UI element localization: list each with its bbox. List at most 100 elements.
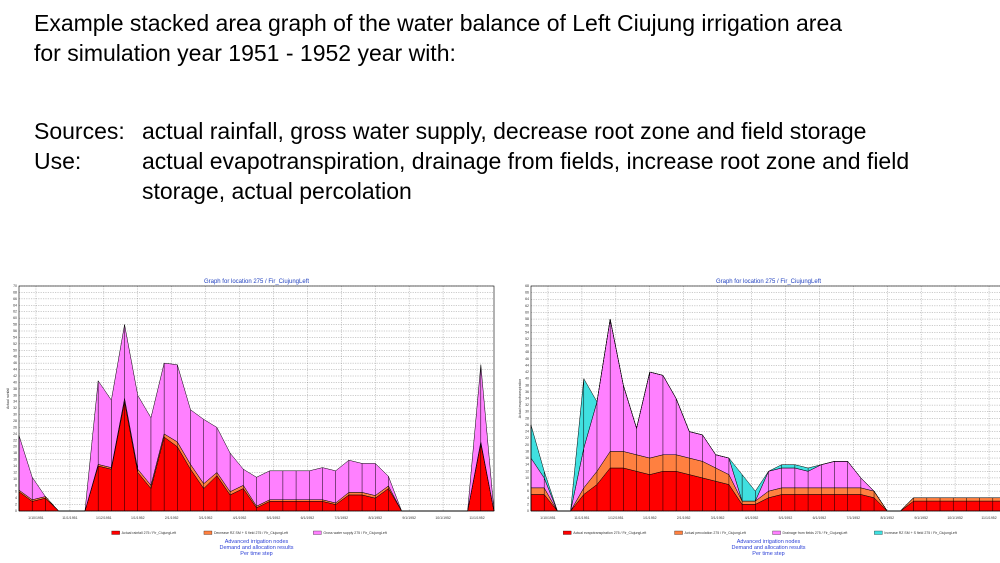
x-tick-label: 1/1/1952 — [643, 516, 657, 520]
time-step-lines — [530, 319, 994, 511]
y-tick-label: 12 — [525, 469, 529, 473]
y-tick-label: 10 — [525, 476, 529, 480]
x-tick-label: 2/1/1952 — [677, 516, 691, 520]
y-tick-label: 44 — [525, 363, 529, 367]
bullet-label: Sources: — [34, 118, 125, 144]
chart-svg: Graph for location 275 / Fir_CiujungLeft… — [518, 279, 1000, 557]
y-tick-label: 40 — [13, 380, 17, 384]
y-tick-label: 18 — [13, 451, 17, 455]
y-tick-label: 6 — [527, 489, 529, 493]
y-tick-label: 62 — [525, 304, 529, 308]
slide-heading: Example stacked area graph of the water … — [34, 8, 984, 68]
y-tick-label: 48 — [525, 350, 529, 354]
x-tick-label: 1/10/1951 — [540, 516, 556, 520]
y-tick-label: 56 — [13, 329, 17, 333]
chart-footer-line: Per time step — [752, 551, 784, 557]
legend-label: Drainage from fields 275 / Fir_CiujungLe… — [783, 531, 848, 535]
y-tick-label: 46 — [13, 361, 17, 365]
x-tick-label: 7/1/1952 — [335, 516, 349, 520]
y-tick-label: 16 — [525, 456, 529, 460]
y-tick-label: 28 — [525, 416, 529, 420]
legend-label: Increase RZ SM + S field 275 / Fir_Ciuju… — [884, 531, 956, 535]
bullet-text: actual rainfall, gross water supply, dec… — [142, 118, 867, 144]
x-tick-label: 6/1/1952 — [301, 516, 315, 520]
y-tick-label: 28 — [13, 419, 17, 423]
y-tick-label: 38 — [525, 383, 529, 387]
x-tick-label: 5/1/1952 — [267, 516, 281, 520]
plot-frame — [530, 285, 1000, 512]
y-tick-label: 68 — [13, 290, 17, 294]
y-tick-label: 26 — [13, 425, 17, 429]
chart-title: Graph for location 275 / Fir_CiujungLeft — [716, 279, 821, 285]
y-tick-label: 32 — [525, 403, 529, 407]
y-tick-label: 24 — [13, 432, 17, 436]
y-tick-label: 24 — [525, 430, 529, 434]
legend-swatch — [111, 530, 120, 535]
y-tick-label: 38 — [13, 387, 17, 391]
y-tick-label: 70 — [13, 284, 17, 288]
x-tick-label: 9/1/1952 — [402, 516, 416, 520]
y-tick-label: 16 — [13, 458, 17, 462]
y-tick-label: 52 — [525, 337, 529, 341]
x-tick-label: 10/1/1952 — [947, 516, 963, 520]
series-areas — [530, 318, 1000, 512]
y-tick-label: 34 — [13, 400, 17, 404]
y-tick-label: 2 — [527, 502, 529, 506]
y-tick-label: 10 — [13, 477, 17, 481]
legend-swatch — [674, 530, 683, 535]
y-tick-label: 14 — [525, 463, 529, 467]
x-tick-label: 7/1/1952 — [847, 516, 861, 520]
y-tick-label: 56 — [525, 324, 529, 328]
y-tick-label: 66 — [525, 291, 529, 295]
y-tick-label: 62 — [13, 310, 17, 314]
y-tick-label: 46 — [525, 357, 529, 361]
legend-swatch — [874, 530, 883, 535]
y-tick-label: 8 — [527, 483, 529, 487]
y-tick-label: 42 — [13, 374, 17, 378]
legend-label: Actual rainfall 275 / Fir_CiujungLeft — [122, 531, 177, 535]
y-tick-label: 60 — [13, 316, 17, 320]
y-tick-label: 12 — [13, 470, 17, 474]
y-tick-label: 44 — [13, 368, 17, 372]
y-tick-label: 60 — [525, 310, 529, 314]
x-tick-label: 11/1/1952 — [981, 516, 996, 520]
y-tick-label: 20 — [525, 443, 529, 447]
heading-line-1: Example stacked area graph of the water … — [34, 10, 843, 36]
y-tick-label: 8 — [15, 483, 17, 487]
y-tick-label: 30 — [13, 413, 17, 417]
legend-label: Decrease RZ SM + S field 275 / Fir_Ciuju… — [214, 531, 288, 535]
x-tick-label: 11/1/1951 — [574, 516, 589, 520]
x-tick-label: 2/1/1952 — [165, 516, 179, 520]
y-tick-label: 50 — [525, 344, 529, 348]
y-tick-label: 42 — [525, 370, 529, 374]
x-tick-label: 4/1/1952 — [745, 516, 759, 520]
legend-swatch — [313, 530, 322, 535]
y-tick-label: 54 — [13, 335, 17, 339]
y-tick-label: 6 — [15, 490, 17, 494]
y-tick-label: 54 — [525, 330, 529, 334]
y-tick-label: 22 — [13, 438, 17, 442]
x-tick-label: 1/12/1951 — [608, 516, 624, 520]
x-tick-label: 11/1/1951 — [62, 516, 77, 520]
y-tick-label: 64 — [525, 297, 529, 301]
chart-footer-line: Per time step — [240, 551, 272, 557]
x-tick-label: 4/1/1952 — [233, 516, 247, 520]
x-tick-label: 8/1/1952 — [880, 516, 894, 520]
y-tick-label: 52 — [13, 342, 17, 346]
legend-swatch — [772, 530, 781, 535]
series-area-4 — [530, 318, 1000, 512]
y-tick-label: 66 — [13, 297, 17, 301]
chart-left: Graph for location 275 / Fir_CiujungLeft… — [5, 276, 495, 561]
x-tick-label: 9/1/1952 — [914, 516, 928, 520]
y-tick-label: 4 — [15, 496, 17, 500]
y-tick-label: 30 — [525, 410, 529, 414]
x-tick-label: 1/12/1951 — [96, 516, 112, 520]
legend: Actual evapotranspiration 275 / Fir_Ciuj… — [563, 530, 957, 535]
y-tick-label: 32 — [13, 406, 17, 410]
x-tick-label: 1/10/1951 — [28, 516, 44, 520]
x-tick-label: 6/1/1952 — [813, 516, 827, 520]
bullet-use: Use: actual evapotranspiration, drainage… — [34, 146, 984, 206]
x-tick-label: 3/1/1952 — [199, 516, 213, 520]
x-tick-label: 11/1/1952 — [469, 516, 484, 520]
bullet-sources: Sources: actual rainfall, gross water su… — [34, 116, 984, 146]
